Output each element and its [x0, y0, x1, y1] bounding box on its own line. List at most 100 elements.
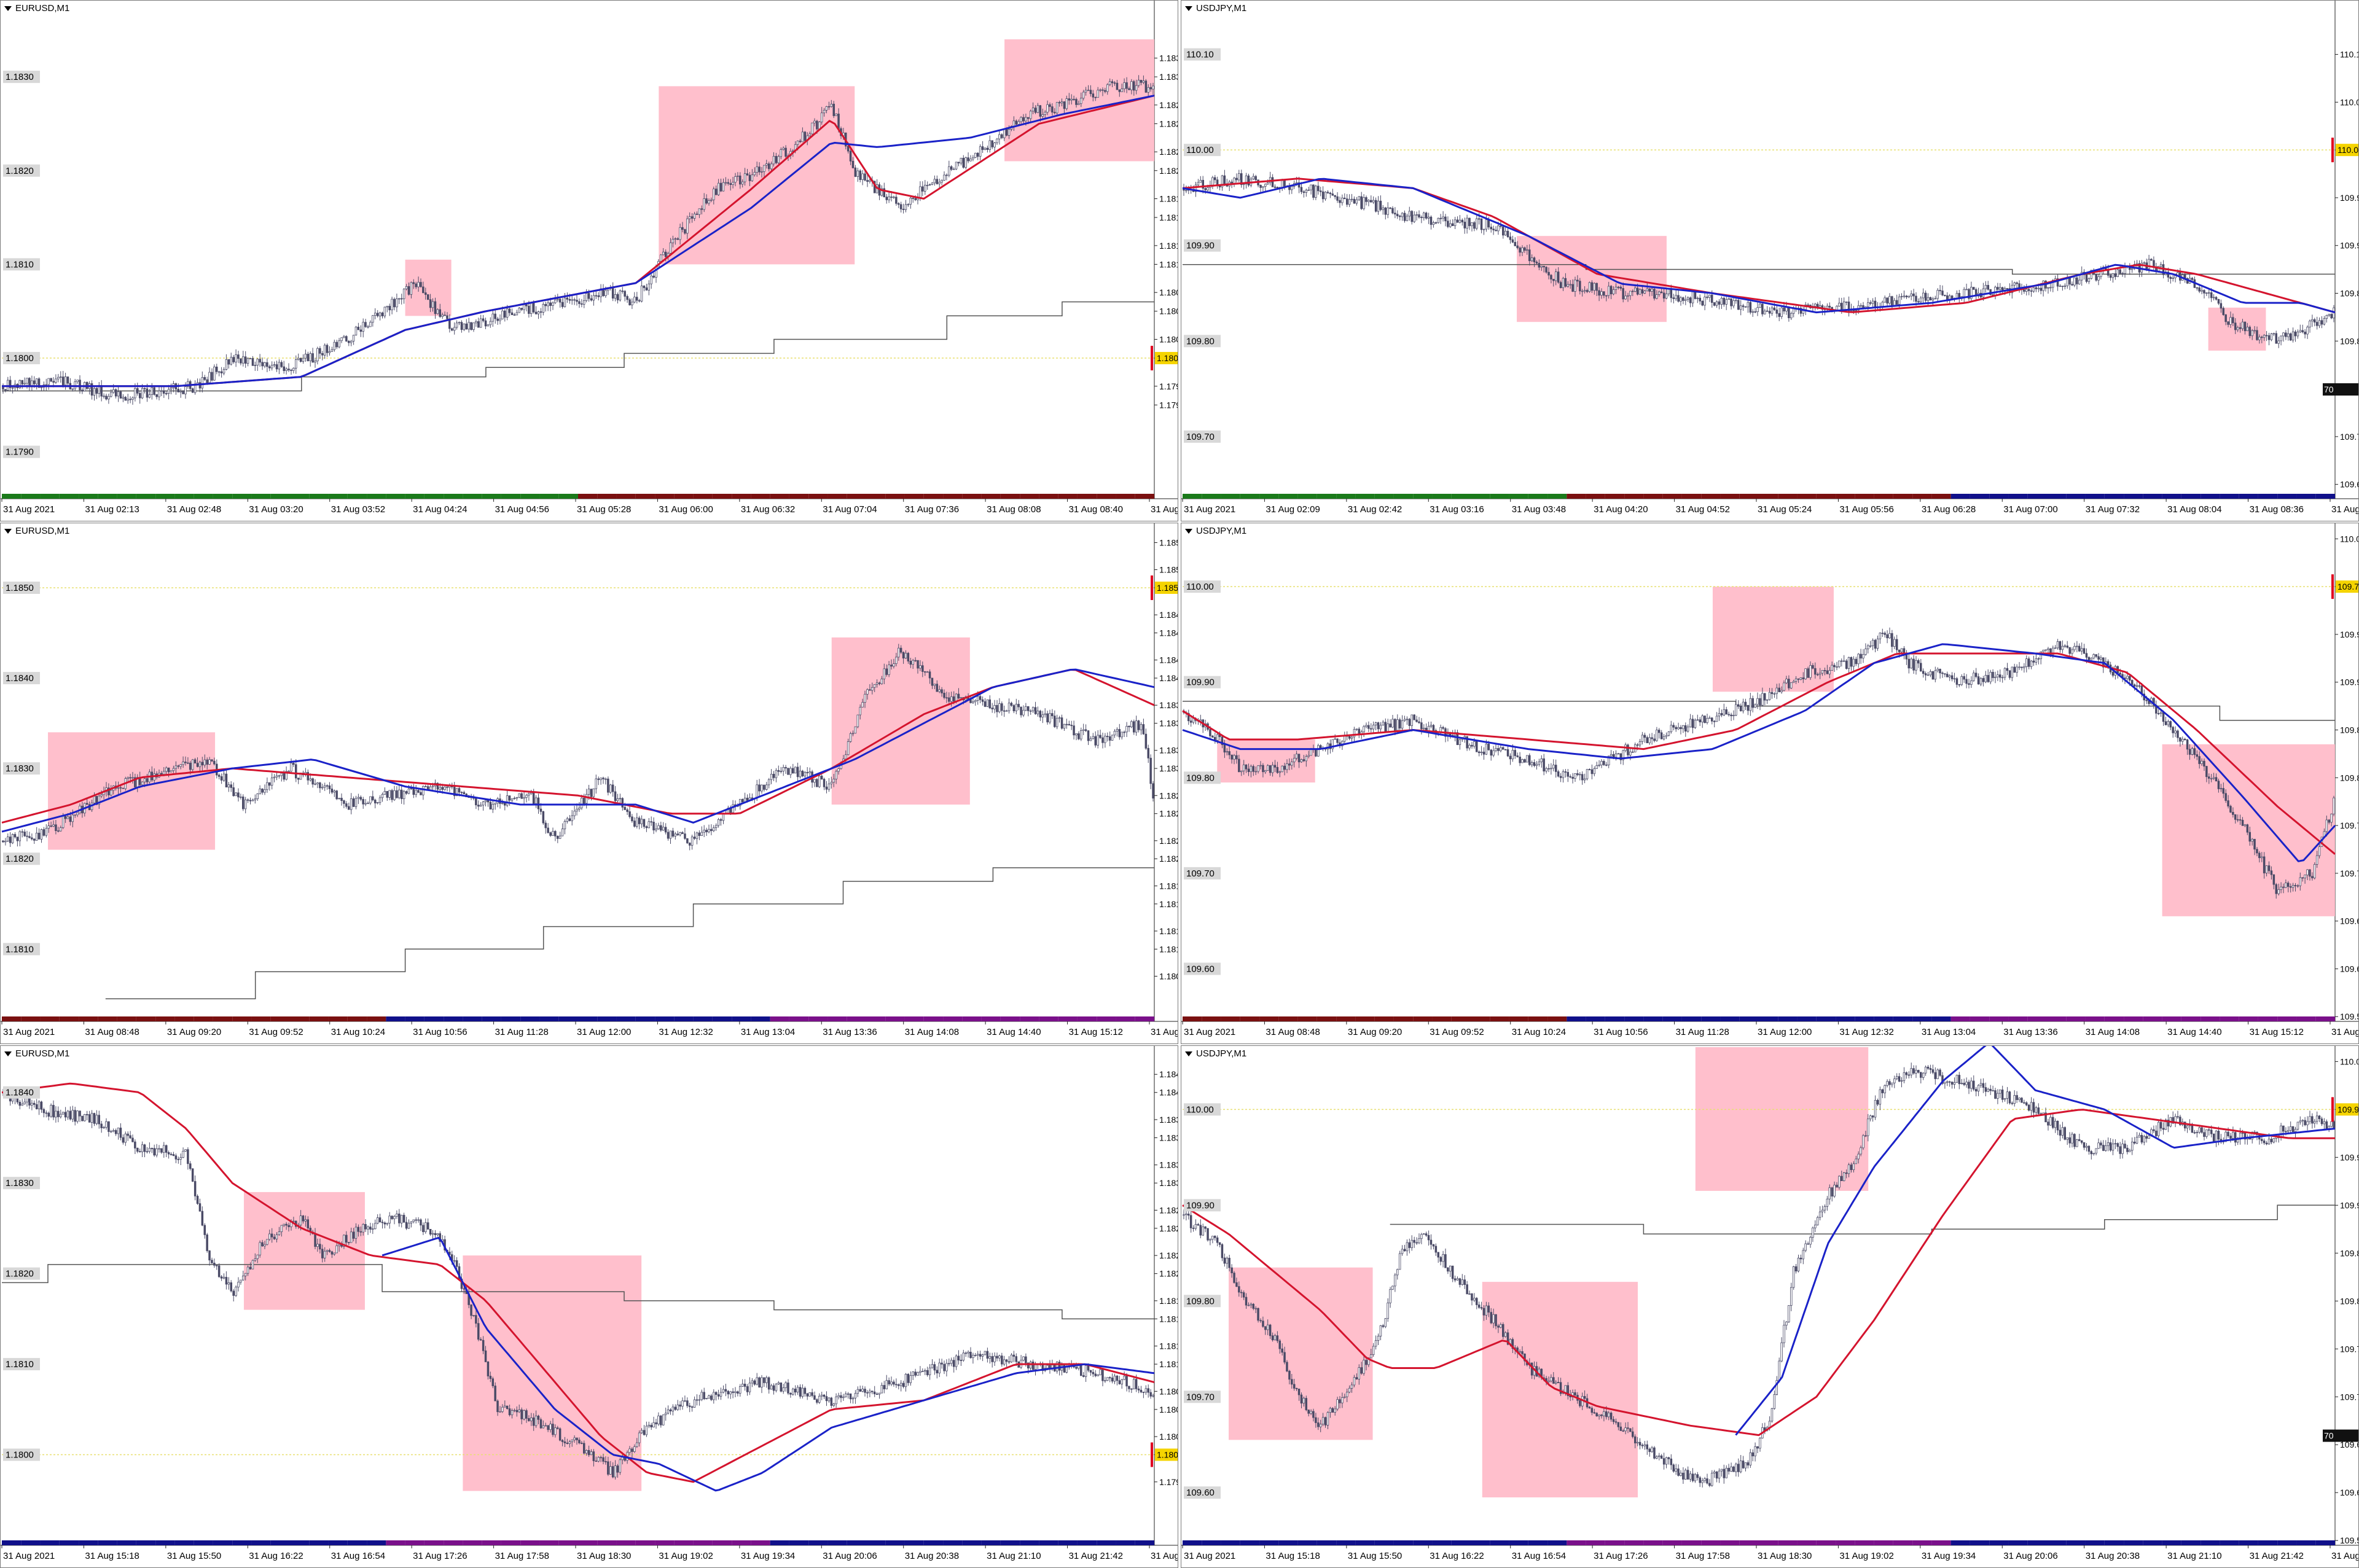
time-axis-label: 31 Aug 2021 — [1184, 504, 1235, 515]
candle-body — [1022, 117, 1025, 122]
session-bar — [1624, 494, 1644, 499]
candle-body — [1670, 725, 1673, 732]
candle-body — [2309, 321, 2311, 328]
candle-body — [1070, 725, 1073, 727]
candle-body — [307, 772, 309, 781]
candle-body — [1924, 673, 1927, 676]
candle-body — [732, 182, 734, 185]
chart-panel-eurusd-2[interactable]: 1.18101.18201.18301.18401.18501.18071.18… — [0, 523, 1178, 1044]
candle-body — [299, 357, 302, 362]
candle-body — [1545, 267, 1547, 273]
candle-body — [708, 200, 710, 204]
candle-body — [1955, 678, 1958, 685]
candle-body — [1586, 769, 1589, 779]
candle-body — [151, 387, 153, 395]
candle-body — [122, 397, 125, 399]
chart-canvas[interactable]: 109.60109.70109.80109.90110.00109.55109.… — [1181, 523, 2359, 1044]
time-axis-label: 31 Aug 07:00 — [2003, 504, 2057, 515]
candle-body — [2227, 321, 2229, 325]
candle-body — [18, 831, 21, 841]
session-bar — [1547, 494, 1567, 499]
candle-body — [11, 834, 14, 843]
candle-body — [1552, 765, 1555, 769]
candle-body — [37, 378, 41, 388]
candle-body — [114, 389, 117, 397]
candle-body — [1365, 197, 1367, 202]
candle-body — [2023, 666, 2025, 668]
candle-body — [1403, 719, 1406, 721]
chevron-down-icon[interactable] — [1185, 529, 1192, 534]
candle-body — [1939, 668, 1941, 674]
chart-panel-eurusd-3[interactable]: 1.18001.18101.18201.18301.18401.17971.18… — [0, 1045, 1178, 1568]
candle-body — [1007, 129, 1011, 136]
candle-body — [1199, 179, 1202, 183]
candle-body — [1970, 287, 1973, 299]
candle-body — [611, 784, 614, 792]
candle-body — [2167, 271, 2170, 278]
session-bar — [1950, 1016, 1970, 1021]
candle-body — [410, 282, 413, 295]
candle-body — [792, 768, 794, 774]
candle-body — [1524, 247, 1526, 251]
candle-body — [2169, 276, 2172, 279]
session-bar — [2296, 494, 2316, 499]
candle-body — [487, 324, 490, 327]
price-axis-label: 1.1795 — [1159, 400, 1178, 410]
candle-body — [1207, 187, 1209, 190]
chart-canvas[interactable]: 109.70109.80109.90110.00110.10109.65109.… — [1181, 1, 2359, 521]
candle-body — [1511, 239, 1514, 243]
candle-body — [364, 322, 367, 327]
candle-body — [407, 286, 410, 295]
price-axis-label: 109.95 — [2340, 630, 2359, 639]
candle-body — [1818, 305, 1821, 308]
session-bar — [1413, 1016, 1433, 1021]
candle-body — [343, 336, 345, 338]
candle-body — [1149, 757, 1152, 784]
candle-body — [431, 301, 434, 308]
chevron-down-icon[interactable] — [1185, 6, 1192, 12]
candle-body — [1559, 282, 1562, 289]
candle-body — [871, 687, 874, 691]
session-bar — [1931, 1016, 1951, 1021]
chevron-down-icon[interactable] — [4, 529, 12, 534]
candle-body — [1363, 197, 1365, 209]
candle-body — [191, 759, 194, 770]
candle-body — [1778, 313, 1781, 317]
candle-body — [1699, 297, 1702, 302]
candle-body — [402, 1215, 405, 1223]
candle-body — [2064, 646, 2067, 647]
chart-canvas[interactable]: 1.17901.18001.18101.18201.18301.17951.17… — [1, 1, 1178, 521]
candle-body — [679, 227, 681, 240]
candle-body — [477, 1323, 480, 1340]
chevron-down-icon[interactable] — [4, 6, 12, 12]
candle-body — [2003, 668, 2006, 678]
candle-body — [1817, 674, 1819, 676]
candle-body — [880, 678, 883, 684]
candle-body — [717, 182, 720, 195]
candle-body — [504, 803, 506, 806]
candle-body — [563, 297, 566, 307]
candle-body — [628, 811, 631, 817]
candle-body — [388, 306, 391, 311]
candle-body — [74, 814, 76, 816]
session-bar — [904, 494, 924, 499]
candle-body — [1034, 107, 1037, 113]
candle-body — [2068, 278, 2071, 285]
candle-body — [1133, 81, 1135, 91]
chart-canvas[interactable]: 1.18101.18201.18301.18401.18501.18071.18… — [1, 523, 1178, 1044]
candle-body — [1113, 82, 1116, 84]
chart-canvas[interactable]: 1.18001.18101.18201.18301.18401.17971.18… — [1, 1046, 1178, 1568]
highlight-zone — [243, 1192, 365, 1310]
candle-body — [1025, 117, 1027, 122]
session-bar — [59, 494, 79, 499]
chart-panel-usdjpy-2[interactable]: 109.60109.70109.80109.90110.00109.55109.… — [1181, 523, 2359, 1044]
candle-body — [1015, 120, 1018, 125]
chart-panel-eurusd-1[interactable]: 1.17901.18001.18101.18201.18301.17951.17… — [0, 0, 1178, 521]
candle-body — [417, 790, 420, 793]
session-bar — [251, 494, 271, 499]
candle-body — [1092, 736, 1095, 739]
candle-body — [2289, 333, 2292, 341]
candle-body — [869, 179, 871, 182]
chart-panel-usdjpy-1[interactable]: 109.70109.80109.90110.00110.10109.65109.… — [1181, 0, 2359, 521]
candle-body — [455, 1260, 458, 1267]
